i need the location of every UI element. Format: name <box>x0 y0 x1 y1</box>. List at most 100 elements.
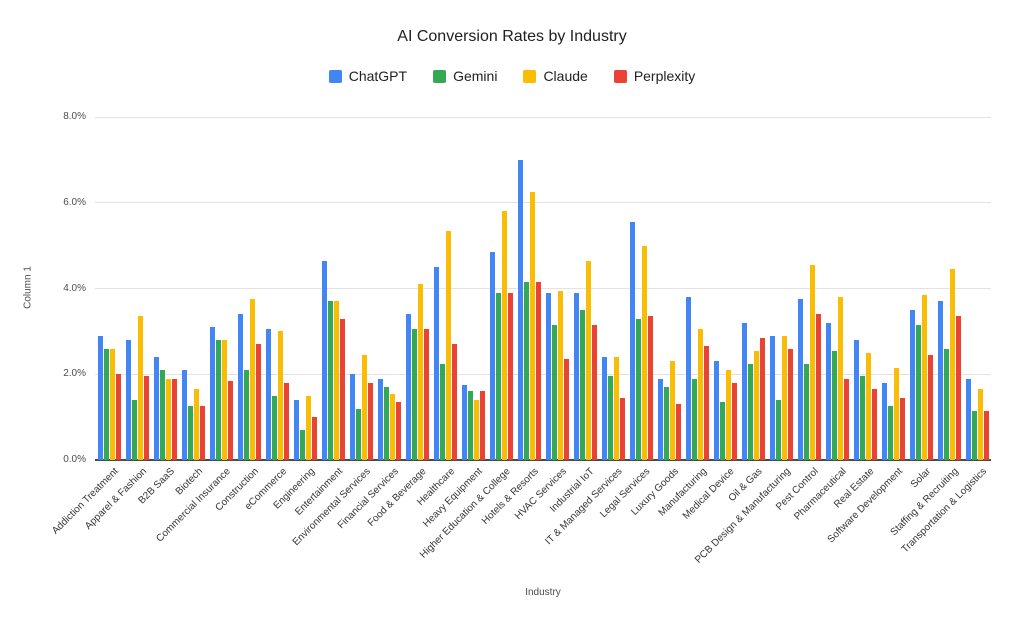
bar-gemini <box>747 363 753 460</box>
bar-group <box>767 117 795 460</box>
bar-perplexity <box>451 344 457 460</box>
bar-perplexity <box>647 316 653 460</box>
bar-group <box>319 117 347 460</box>
bar-claude <box>137 316 143 460</box>
bar-claude <box>221 340 227 460</box>
bar-chatgpt <box>153 357 159 460</box>
bar-perplexity <box>815 314 821 460</box>
bar-chatgpt <box>685 297 691 460</box>
bar-perplexity <box>787 348 793 460</box>
bar-perplexity <box>395 402 401 460</box>
bar-chatgpt <box>181 370 187 460</box>
bar-claude <box>165 378 171 460</box>
bar-perplexity <box>955 316 961 460</box>
bar-perplexity <box>507 292 513 460</box>
bar-group <box>851 117 879 460</box>
bar-claude <box>193 389 199 460</box>
bar-perplexity <box>703 346 709 460</box>
bar-chatgpt <box>601 357 607 460</box>
bar-chatgpt <box>377 378 383 460</box>
bar-perplexity <box>339 318 345 460</box>
bar-group <box>347 117 375 460</box>
bar-perplexity <box>283 382 289 460</box>
bar-chatgpt <box>629 222 635 460</box>
bar-perplexity <box>871 389 877 460</box>
bar-group <box>431 117 459 460</box>
bar-claude <box>641 245 647 460</box>
bar-gemini <box>271 395 277 460</box>
bar-gemini <box>915 324 921 460</box>
gridline <box>95 202 991 204</box>
bar-chatgpt <box>713 361 719 460</box>
y-tick-label: 2.0% <box>63 368 86 380</box>
bar-gemini <box>523 282 529 460</box>
bar-gemini <box>859 376 865 460</box>
bar-claude <box>585 260 591 460</box>
bar-perplexity <box>479 391 485 460</box>
bar-group <box>207 117 235 460</box>
bar-claude <box>837 297 843 460</box>
bar-chatgpt <box>489 252 495 460</box>
y-tick-label: 8.0% <box>63 111 86 122</box>
bar-claude <box>949 269 955 460</box>
bar-claude <box>501 211 507 460</box>
bar-claude <box>865 352 871 460</box>
bar-gemini <box>439 363 445 460</box>
bar-group <box>683 117 711 460</box>
bar-group <box>879 117 907 460</box>
legend: ChatGPT Gemini Claude Perplexity <box>0 68 1024 84</box>
bar-claude <box>333 301 339 460</box>
legend-item-gemini: Gemini <box>433 68 497 84</box>
bar-perplexity <box>255 344 261 460</box>
x-tick-label: Solar <box>908 466 933 491</box>
bar-chatgpt <box>461 385 467 460</box>
bar-claude <box>249 299 255 460</box>
bar-perplexity <box>143 376 149 460</box>
legend-label: Gemini <box>453 68 498 84</box>
x-axis-title: Industry <box>525 587 561 598</box>
bar-gemini <box>691 378 697 460</box>
legend-swatch-perplexity <box>613 69 627 83</box>
bar-chatgpt <box>97 335 103 460</box>
bar-group <box>963 117 991 460</box>
bar-claude <box>613 357 619 460</box>
bar-gemini <box>551 324 557 460</box>
bar-group <box>487 117 515 460</box>
bar-group <box>739 117 767 460</box>
bar-perplexity <box>731 382 737 460</box>
bar-perplexity <box>619 397 625 460</box>
bar-group <box>907 117 935 460</box>
bar-chatgpt <box>909 309 915 460</box>
bar-perplexity <box>563 359 569 460</box>
legend-label: ChatGPT <box>348 68 408 84</box>
bar-group <box>291 117 319 460</box>
y-tick-label: 0.0% <box>63 454 86 465</box>
bar-group <box>459 117 487 460</box>
bar-claude <box>893 367 899 460</box>
bar-gemini <box>215 340 221 460</box>
y-tick-label: 6.0% <box>63 196 86 208</box>
bar-perplexity <box>759 337 765 460</box>
y-tick-label: 4.0% <box>63 282 86 294</box>
bar-perplexity <box>199 406 205 460</box>
bar-claude <box>305 395 311 460</box>
bar-chatgpt <box>741 322 747 460</box>
bar-gemini <box>663 387 669 460</box>
bar-chatgpt <box>125 340 131 460</box>
bar-chatgpt <box>209 327 215 460</box>
bar-chatgpt <box>405 314 411 460</box>
legend-item-perplexity: Perplexity <box>613 68 696 84</box>
bar-group <box>403 117 431 460</box>
bar-chatgpt <box>265 329 271 460</box>
legend-swatch-chatgpt <box>328 69 342 83</box>
legend-label: Perplexity <box>633 68 696 84</box>
bar-group <box>711 117 739 460</box>
bar-chatgpt <box>965 378 971 460</box>
legend-item-chatgpt: ChatGPT <box>328 68 408 84</box>
gridline <box>95 373 991 375</box>
bar-chatgpt <box>293 400 299 460</box>
bar-group <box>823 117 851 460</box>
bar-claude <box>417 284 423 460</box>
bar-gemini <box>103 348 109 460</box>
